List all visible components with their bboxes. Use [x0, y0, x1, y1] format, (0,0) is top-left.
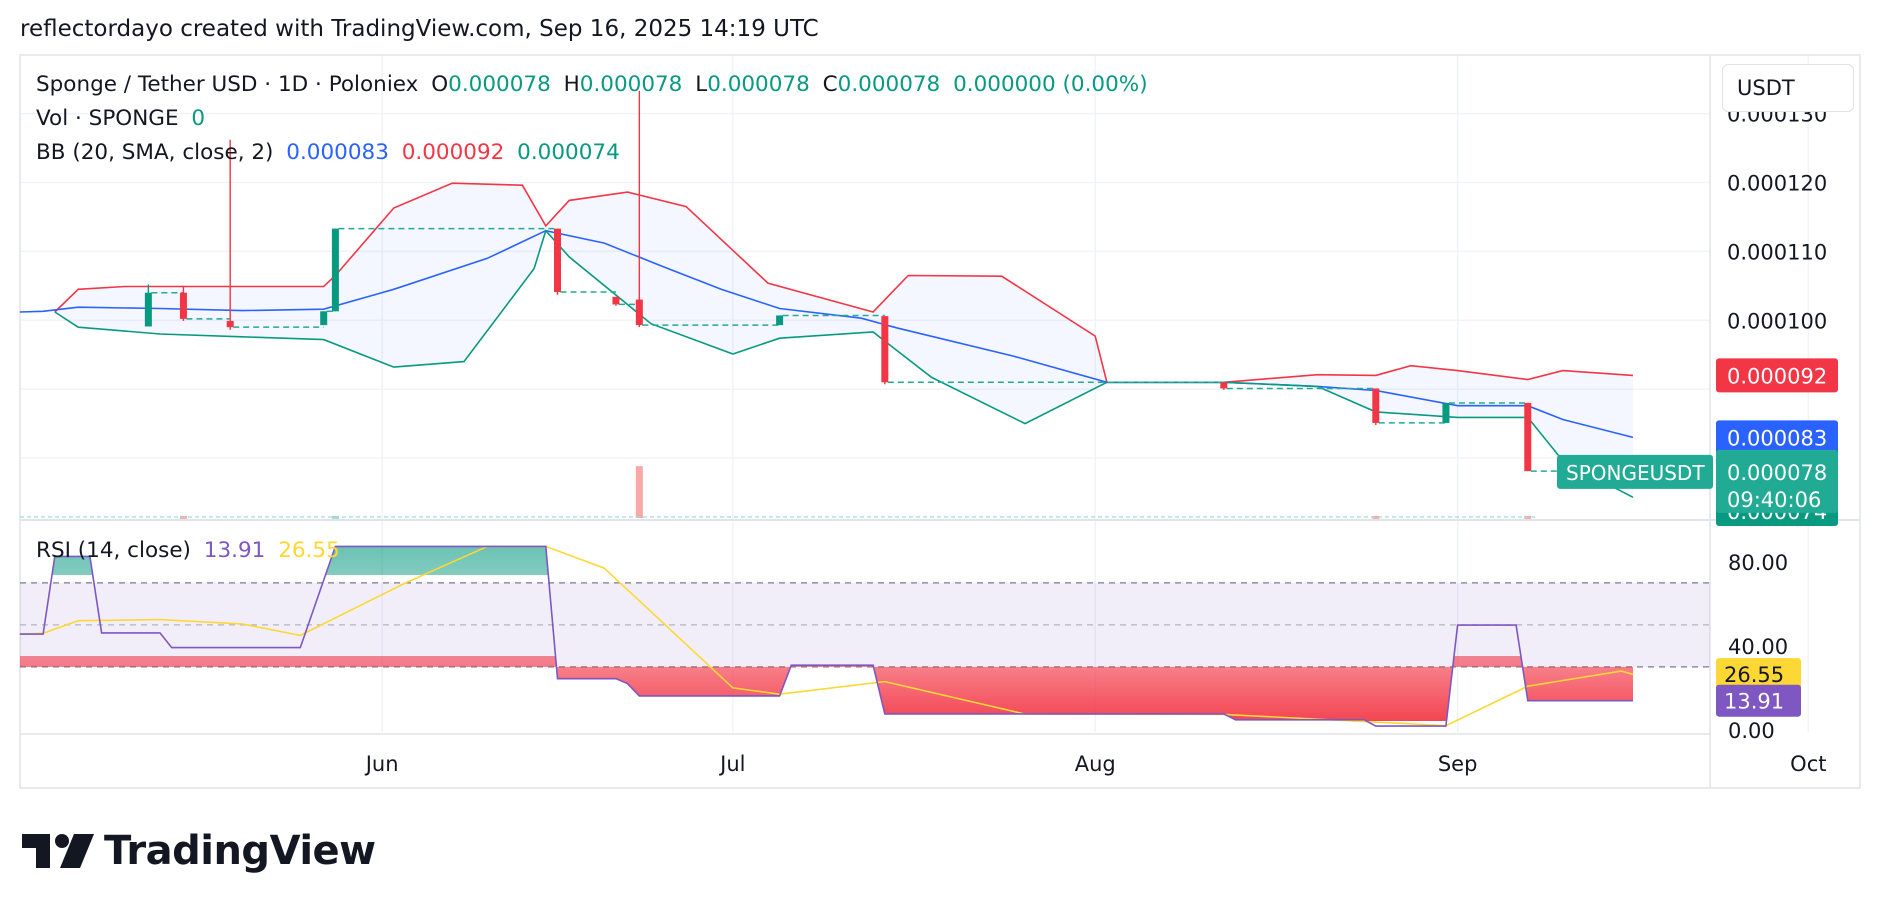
- rsi-tag-text: 13.91: [1724, 690, 1784, 714]
- tradingview-logo-icon: [22, 834, 94, 868]
- candle-body: [179, 292, 187, 319]
- bb-lower-value: 0.000074: [517, 140, 620, 165]
- chart-frame: [19, 54, 1861, 789]
- candle-body: [320, 311, 328, 326]
- candle-body: [612, 296, 620, 305]
- bb-upper-line: [54, 182, 1634, 384]
- outer-frame: [19, 54, 1861, 789]
- grid: [20, 55, 1810, 732]
- rsi-tick-label: 80.00: [1728, 551, 1788, 575]
- rsi-legend: RSI (14, close) 13.91 26.55: [36, 538, 346, 563]
- x-tick-label: Sep: [1438, 752, 1478, 776]
- candle-body: [1372, 388, 1380, 423]
- x-tick-label: Aug: [1075, 752, 1116, 776]
- close-value: 0.000078: [837, 72, 941, 97]
- x-tick-label: Jul: [718, 752, 745, 776]
- open-value: 0.000078: [448, 72, 551, 97]
- volume-bar: [635, 466, 643, 518]
- currency-selector[interactable]: USDT: [1722, 64, 1854, 112]
- volume-label[interactable]: Vol · SPONGE: [36, 106, 179, 131]
- countdown-text: 09:40:06: [1727, 488, 1821, 512]
- bb-legend: BB (20, SMA, close, 2) 0.000083 0.000092…: [36, 140, 626, 165]
- rsi-oversold-fill: [20, 656, 1633, 721]
- bb-upper-tag-text: 0.000092: [1727, 364, 1827, 388]
- rsi-pane: [19, 545, 1710, 727]
- low-label: L: [695, 72, 708, 97]
- bb-basis-line: [19, 229, 1634, 439]
- volume-bars: [20, 466, 1535, 519]
- open-label: O: [431, 72, 449, 97]
- high-label: H: [563, 72, 580, 97]
- rsi-tag-bg: [1716, 684, 1801, 717]
- y-tick-label: 0.000120: [1727, 171, 1827, 195]
- tradingview-logo-text: TradingView: [104, 828, 376, 874]
- volume-bar: [1372, 515, 1380, 519]
- bb-basis-value: 0.000083: [286, 140, 389, 165]
- bollinger-bands: [19, 182, 1634, 499]
- volume-value: 0: [191, 106, 206, 131]
- last-price-tag-bg: [1716, 449, 1838, 513]
- symbol-tag-bg: [1557, 454, 1713, 489]
- rsi-ma-value: 26.55: [278, 538, 340, 563]
- volume-legend: Vol · SPONGE 0: [36, 106, 211, 131]
- bb-label[interactable]: BB (20, SMA, close, 2): [36, 140, 274, 165]
- rsi-ma-tag-text: 26.55: [1724, 663, 1784, 687]
- rsi-tick-label: 0.00: [1728, 719, 1775, 743]
- candle-body: [1524, 402, 1532, 472]
- price-labels: 0.0000920.0000830.0000740.00007809:40:06…: [1557, 358, 1838, 717]
- tradingview-logo[interactable]: TradingView: [22, 828, 376, 874]
- close-label: C: [822, 72, 838, 97]
- rsi-overbought-fill: [51, 546, 549, 575]
- bb-lower-line: [54, 229, 1634, 499]
- x-tick-label: Oct: [1790, 752, 1826, 776]
- bb-upper-value: 0.000092: [401, 140, 505, 165]
- candle-body: [1220, 382, 1228, 389]
- high-value: 0.000078: [579, 72, 683, 97]
- candle-body: [776, 315, 784, 326]
- candles: [144, 90, 1633, 472]
- last-price-text: 0.000078: [1727, 461, 1827, 485]
- y-tick-label: 0.000110: [1727, 240, 1827, 264]
- bb-basis-tag-text: 0.000083: [1727, 426, 1827, 450]
- change-value: 0.000000 (0.00%): [953, 72, 1148, 97]
- rsi-line: [19, 545, 1633, 727]
- rsi-ma-line: [19, 545, 1634, 727]
- rsi-tick-label: 40.00: [1728, 635, 1788, 659]
- x-tick-label: Jun: [364, 752, 399, 776]
- bb-fill: [54, 183, 1633, 498]
- axes: Jun Jul Aug Sep Oct0.0001300.0001200.0001100…: [364, 103, 1827, 776]
- rsi-value: 13.91: [203, 538, 266, 563]
- candle-body: [635, 299, 643, 326]
- candle-body: [226, 320, 234, 328]
- attribution-text: reflectordayo created with TradingView.c…: [20, 16, 819, 42]
- candle-body: [1442, 402, 1450, 423]
- symbol-legend: Sponge / Tether USD · 1D · Poloniex O0.0…: [36, 72, 1154, 97]
- symbol-name[interactable]: Sponge / Tether USD · 1D · Poloniex: [36, 72, 419, 97]
- low-value: 0.000078: [707, 72, 810, 97]
- candle-body: [554, 228, 562, 293]
- bb-basis-tag-bg: [1716, 420, 1838, 455]
- bb-upper-tag-bg: [1716, 358, 1838, 393]
- candle-body: [144, 292, 152, 327]
- symbol-tag-text: SPONGEUSDT: [1566, 461, 1705, 485]
- rsi-label[interactable]: RSI (14, close): [36, 538, 191, 563]
- candle-body: [881, 316, 889, 383]
- y-tick-label: 0.000100: [1727, 309, 1827, 333]
- rsi-ma-tag-bg: [1716, 658, 1801, 691]
- candle-body: [331, 228, 339, 312]
